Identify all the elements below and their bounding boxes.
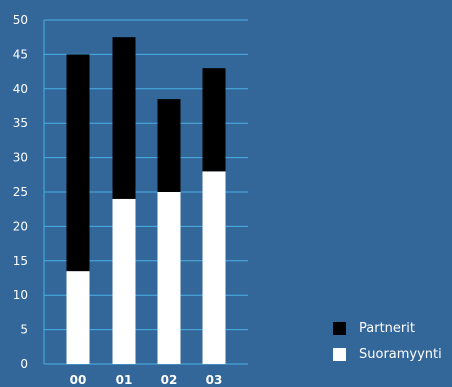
- y-tick-label: 35: [13, 116, 28, 130]
- bar-02-partnerit: [157, 99, 181, 192]
- bar-03-suoramyynti: [202, 171, 226, 364]
- bar-00-suoramyynti: [66, 271, 90, 364]
- x-tick-label: 02: [161, 373, 178, 387]
- y-tick-label: 20: [13, 219, 28, 233]
- y-tick-label: 45: [13, 47, 28, 61]
- legend-item-partnerit: Partnerit: [333, 318, 442, 338]
- y-tick-label: 10: [13, 288, 28, 302]
- x-tick-label: 03: [206, 373, 223, 387]
- legend-label-partnerit: Partnerit: [359, 320, 415, 336]
- legend-swatch-partnerit: [333, 321, 346, 335]
- bar-01-suoramyynti: [112, 198, 136, 364]
- y-tick-label: 5: [20, 323, 28, 337]
- x-tick-label: 01: [116, 373, 133, 387]
- y-tick-label: 15: [13, 254, 28, 268]
- legend-swatch-suoramyynti: [333, 347, 346, 361]
- chart-legend: Partnerit Suoramyynti: [333, 318, 442, 370]
- y-tick-label: 0: [20, 357, 28, 371]
- y-tick-label: 40: [13, 82, 28, 96]
- bar-00-partnerit: [66, 54, 90, 272]
- bar-03-partnerit: [202, 68, 226, 172]
- bar-02-suoramyynti: [157, 192, 181, 364]
- y-tick-label: 50: [13, 13, 28, 27]
- bar-01-partnerit: [112, 37, 136, 199]
- legend-label-suoramyynti: Suoramyynti: [359, 346, 442, 362]
- legend-item-suoramyynti: Suoramyynti: [333, 344, 442, 364]
- y-tick-label: 30: [13, 151, 28, 165]
- y-tick-label: 25: [13, 185, 28, 199]
- x-tick-label: 00: [70, 373, 87, 387]
